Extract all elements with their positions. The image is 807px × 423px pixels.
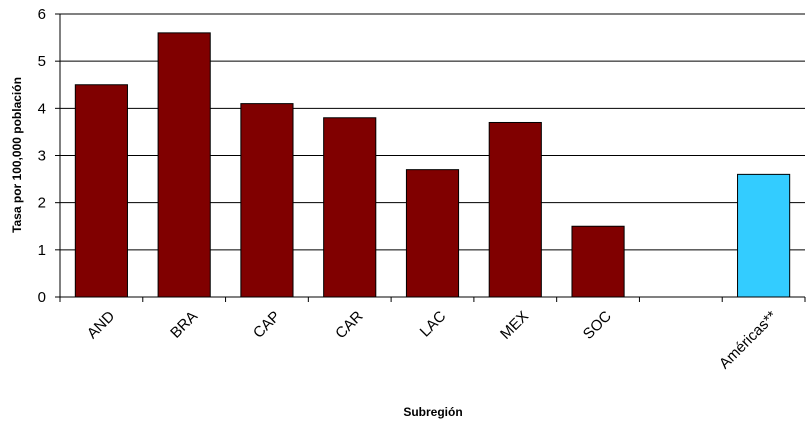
x-tick-label: CAP (250, 308, 284, 342)
y-tick-label: 6 (38, 6, 46, 23)
y-tick-label: 1 (38, 242, 46, 259)
x-tick-label: LAC (417, 308, 450, 341)
bar-soc (571, 225, 625, 298)
y-tick-label: 2 (38, 195, 46, 212)
x-axis-title: Subregión (403, 405, 462, 419)
y-tick-label: 3 (38, 148, 46, 165)
bar-amricas (737, 173, 791, 298)
x-tick-label: AND (84, 308, 119, 343)
x-tick-label: SOC (580, 308, 615, 343)
x-tick-label: MEX (497, 308, 532, 343)
bars (74, 32, 791, 298)
bar-cap (240, 103, 294, 298)
bar-bra (157, 32, 211, 298)
x-tick-label: Américas** (716, 308, 781, 373)
y-tick-label: 0 (38, 289, 46, 306)
y-tick-label: 5 (38, 53, 46, 70)
bar-mex (488, 121, 542, 298)
x-tick-label: BRA (167, 308, 201, 342)
y-tick-labels: 0 1 2 3 4 5 6 (38, 6, 46, 306)
axes (55, 13, 806, 302)
x-tick-label: CAR (332, 308, 367, 343)
bar-lac (405, 169, 460, 298)
bar-car (323, 117, 377, 298)
x-tick-labels: AND BRA CAP CAR LAC MEX SOC Américas** (84, 308, 781, 373)
bar-and (74, 84, 128, 298)
y-tick-label: 4 (38, 100, 46, 117)
y-axis-title: Tasa por 100,000 población (10, 77, 24, 233)
